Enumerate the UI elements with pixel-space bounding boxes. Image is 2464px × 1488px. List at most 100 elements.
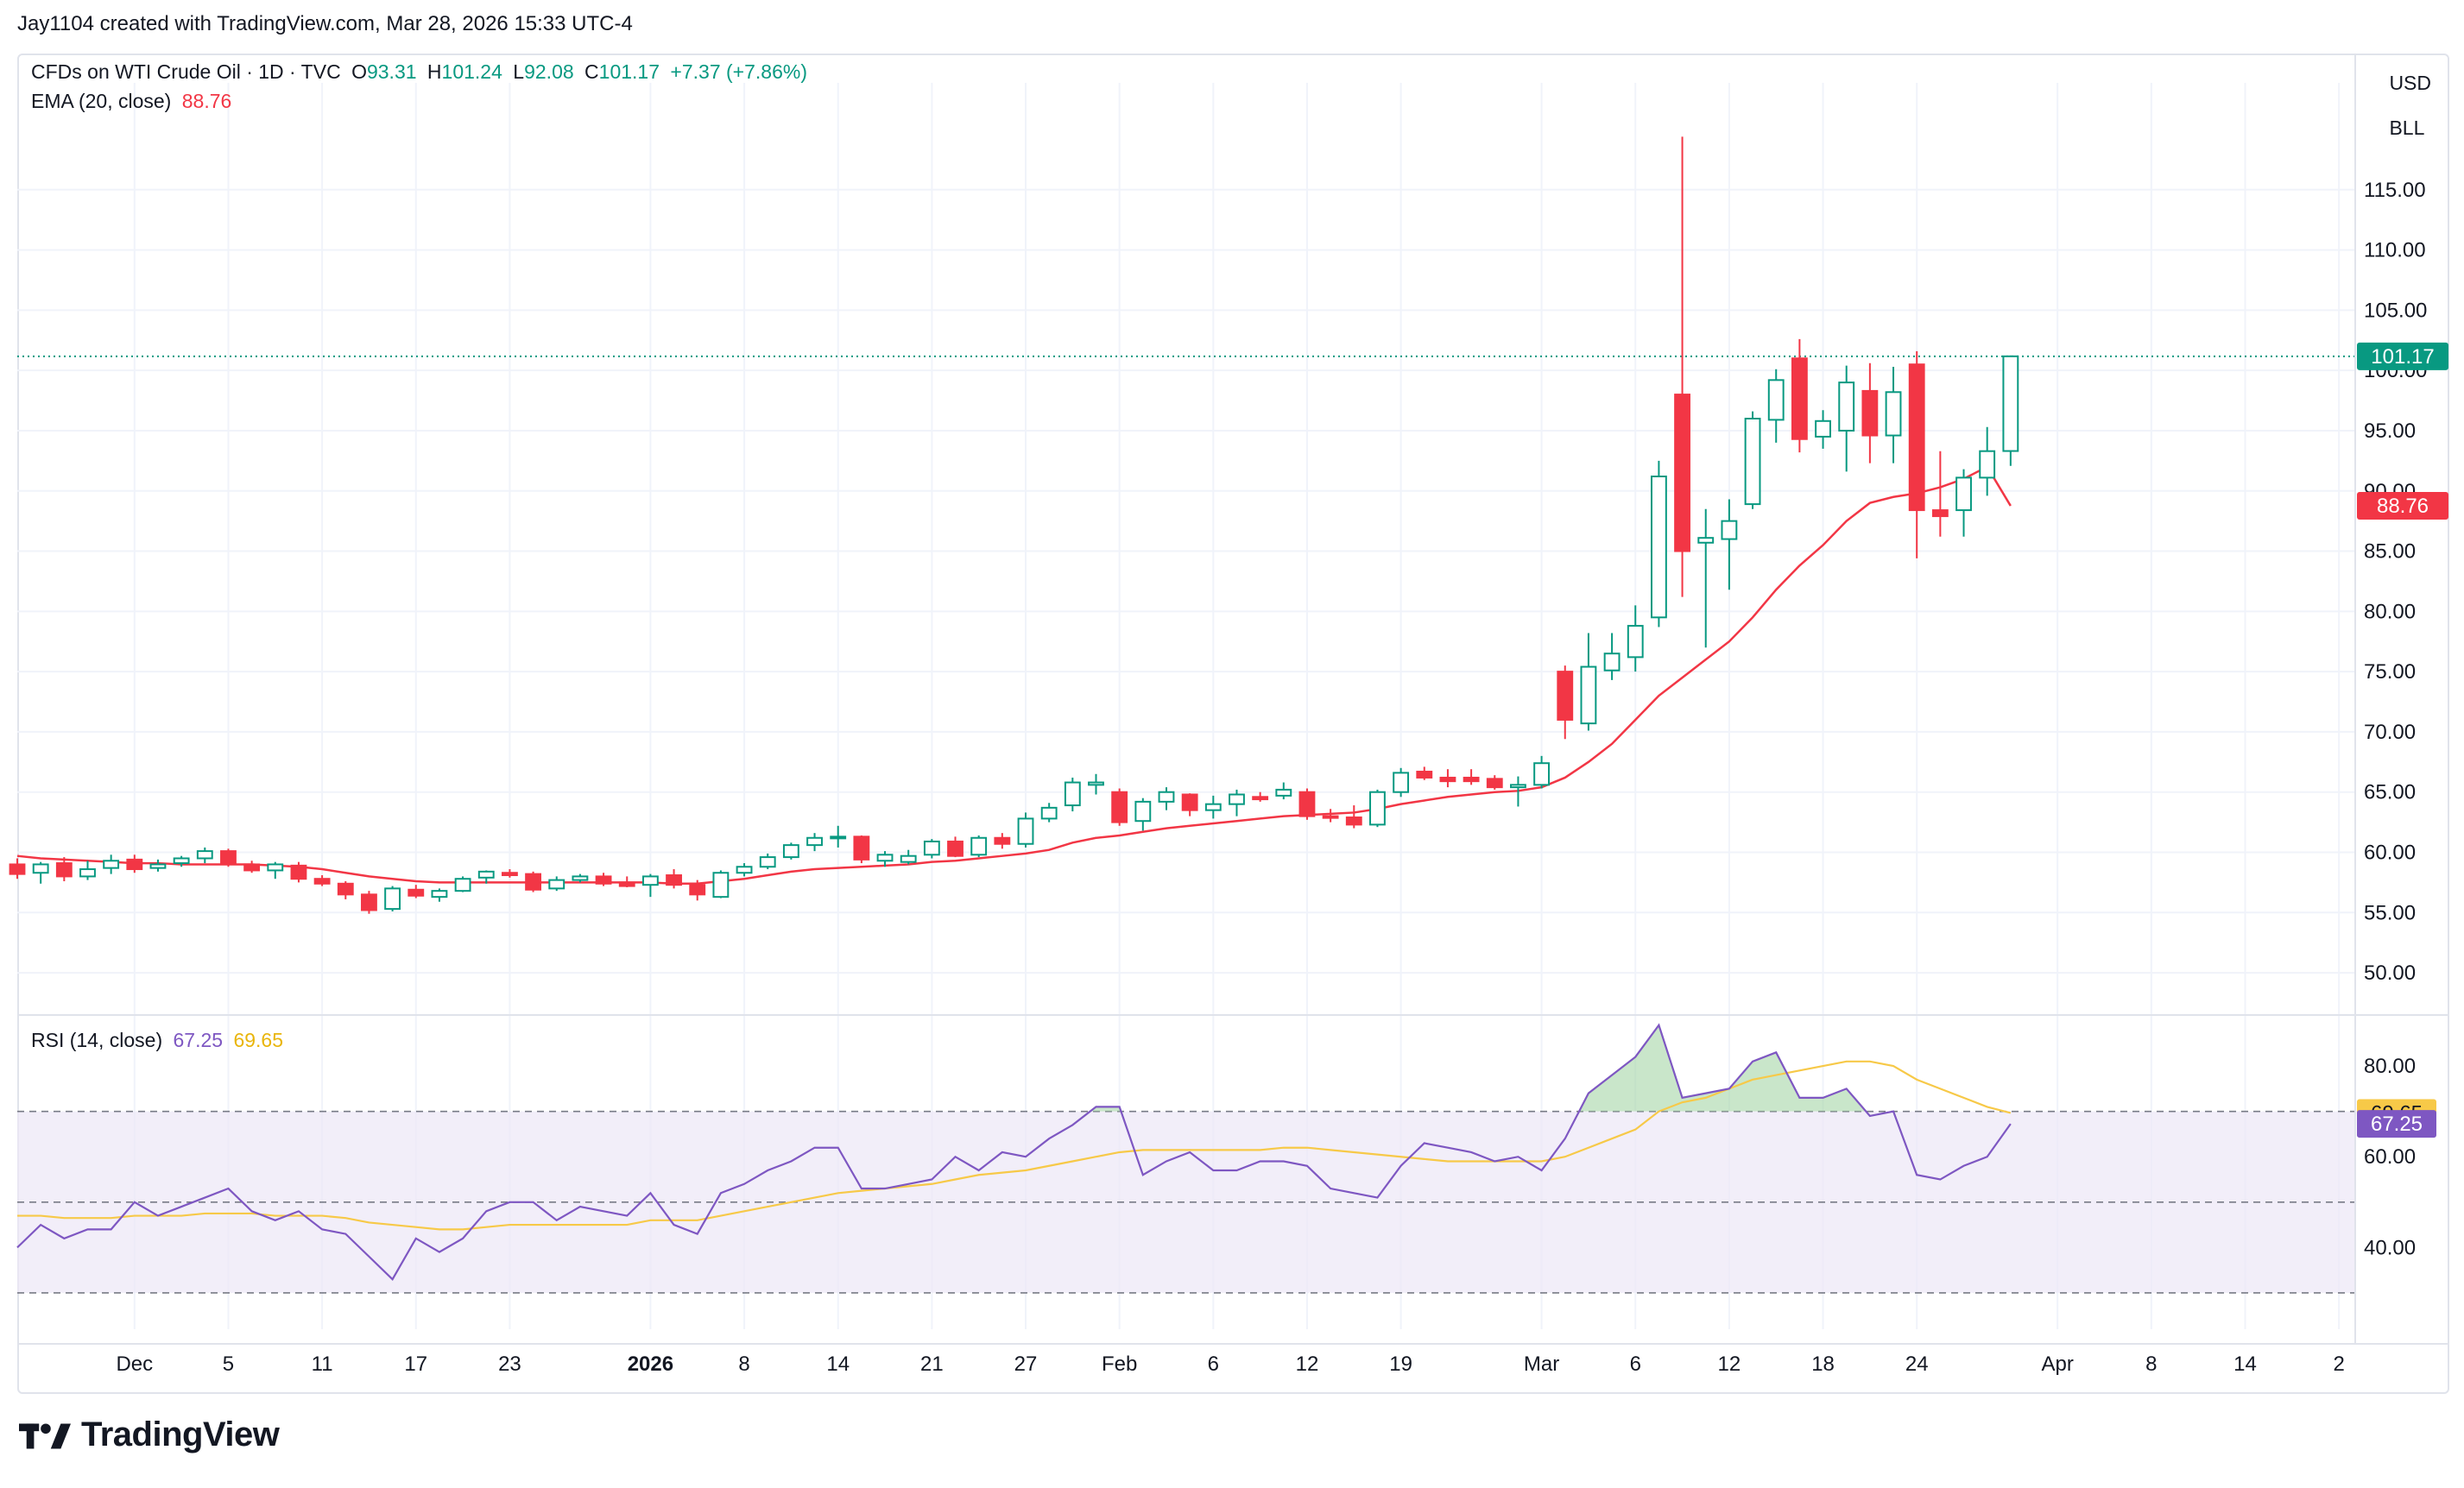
- candle-body: [1017, 817, 1034, 845]
- candle-body: [243, 863, 261, 872]
- candle: [712, 870, 730, 898]
- candle-body: [32, 863, 49, 874]
- ema-value: 88.76: [181, 90, 232, 112]
- candle-body: [313, 878, 331, 885]
- time-tick-label: 18: [1811, 1352, 1835, 1376]
- candle: [548, 876, 565, 892]
- rsi-badge: 67.25: [2357, 1110, 2436, 1138]
- time-tick-label: Mar: [1524, 1352, 1559, 1376]
- candle: [1744, 411, 1761, 509]
- candle-body: [1252, 796, 1269, 801]
- candle-body: [1275, 788, 1292, 797]
- ema-badge-bg: [2357, 492, 2448, 520]
- candle: [1017, 812, 1034, 848]
- last-price-badge-bg: [2357, 342, 2448, 370]
- candle: [9, 858, 26, 880]
- candle-body: [384, 887, 401, 911]
- time-tick-label: 6: [1630, 1352, 1641, 1376]
- time-tick-label: 14: [2233, 1352, 2257, 1376]
- candle: [1979, 426, 1996, 496]
- candle: [1557, 665, 1574, 740]
- candle-body: [1557, 671, 1574, 721]
- rsi-overbought-fill: [1090, 1107, 1121, 1112]
- time-tick-label: Feb: [1102, 1352, 1137, 1376]
- candle: [103, 854, 120, 874]
- candle: [1369, 789, 1386, 828]
- time-tick-label: 11: [312, 1352, 333, 1376]
- candle-body: [1767, 379, 1785, 421]
- time-tick-label: 2: [2333, 1352, 2344, 1376]
- candle: [900, 849, 917, 865]
- candle: [876, 851, 894, 867]
- candle-body: [994, 836, 1011, 845]
- price-tick-label: 75.00: [2364, 660, 2416, 684]
- candle-body: [220, 850, 237, 866]
- rsi-badge-bg: [2357, 1110, 2436, 1138]
- candle: [759, 853, 776, 870]
- ema-line: [16, 355, 2355, 886]
- price-tick-label: 80.00: [2364, 600, 2416, 623]
- candle: [595, 873, 612, 886]
- candle-body: [1369, 791, 1386, 826]
- candle: [806, 833, 823, 852]
- last-price-badge-text: 101.17: [2371, 345, 2434, 369]
- candle-body: [1158, 791, 1175, 803]
- candle-body: [290, 864, 307, 880]
- time-tick-label: 12: [1718, 1352, 1741, 1376]
- candle: [1510, 776, 1526, 807]
- time-tick-label: 14: [826, 1352, 850, 1376]
- candle: [1040, 803, 1058, 823]
- candle-body: [923, 840, 940, 856]
- rsi-band: [17, 1025, 2355, 1294]
- candle-body: [1744, 418, 1761, 506]
- candle: [970, 835, 988, 858]
- candle: [1603, 633, 1621, 680]
- candle: [2002, 355, 2019, 466]
- candle: [1627, 605, 1644, 672]
- candle: [994, 833, 1011, 849]
- symbol-title: CFDs on WTI Crude Oil · 1D · TVC: [31, 60, 341, 83]
- candle-body: [1955, 476, 1972, 512]
- candles: [9, 136, 2019, 914]
- rsi-legend: RSI (14, close) 67.25 69.65: [31, 1029, 288, 1052]
- candle-body: [1838, 381, 1855, 432]
- unit-label[interactable]: BLL: [2389, 117, 2425, 139]
- candle: [1908, 350, 1925, 558]
- candle: [1674, 136, 1690, 597]
- candle-body: [525, 873, 542, 891]
- candle: [243, 861, 261, 873]
- candle-body: [1697, 537, 1715, 544]
- candle-body: [1134, 800, 1152, 823]
- candle-body: [1111, 791, 1128, 823]
- price-tick-label: 115.00: [2364, 179, 2426, 202]
- candle-body: [1486, 778, 1503, 789]
- candle: [1181, 793, 1198, 817]
- time-tick-label: 24: [1905, 1352, 1929, 1376]
- low-label: L: [513, 60, 525, 83]
- candle: [1580, 633, 1597, 731]
- candle-body: [1815, 419, 1831, 438]
- time-tick-label: 8: [2145, 1352, 2157, 1376]
- candle-body: [55, 862, 73, 878]
- candle: [1697, 508, 1715, 648]
- candle-body: [1298, 791, 1316, 817]
- candle: [290, 861, 307, 883]
- candle: [1815, 410, 1831, 449]
- time-tick-label: 6: [1208, 1352, 1219, 1376]
- candle-body: [149, 863, 167, 869]
- candle-body: [1603, 653, 1621, 671]
- axes: 50.00 55.00 60.00 65.00 70.00 75.00 80.00 85.00…: [17, 55, 2448, 1376]
- price-tick-label: 70.00: [2364, 721, 2416, 744]
- candle-body: [618, 881, 635, 887]
- candle: [1111, 788, 1128, 826]
- currency-unit[interactable]: USD BLL: [2389, 60, 2431, 150]
- candle-body: [1650, 476, 1667, 619]
- price-tick-label: 65.00: [2364, 781, 2416, 804]
- candle-body: [641, 875, 659, 886]
- main-legend: CFDs on WTI Crude Oil · 1D · TVC O93.31 …: [31, 60, 812, 84]
- candle: [1955, 469, 1972, 537]
- candle-body: [173, 857, 190, 865]
- candle: [477, 870, 495, 884]
- currency-label[interactable]: USD: [2389, 72, 2431, 94]
